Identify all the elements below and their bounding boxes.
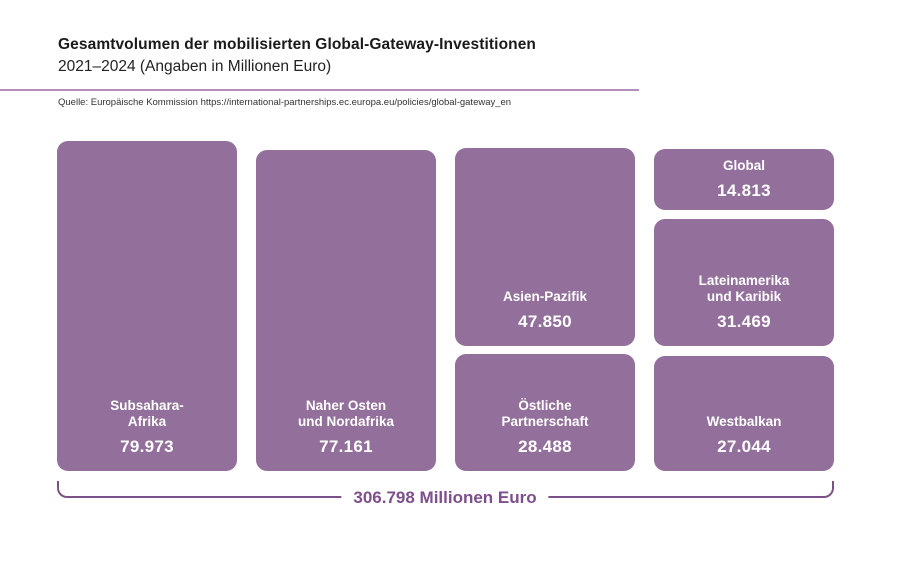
block-value: 47.850 [518, 312, 572, 331]
block-westbalkan: Westbalkan 27.044 [654, 356, 834, 471]
header: Gesamtvolumen der mobilisierten Global-G… [58, 36, 536, 76]
block-subsahara-afrika: Subsahara- Afrika 79.973 [57, 141, 237, 471]
page-title: Gesamtvolumen der mobilisierten Global-G… [58, 36, 537, 53]
block-label: Naher Osten und Nordafrika [297, 398, 394, 430]
block-label: Subsahara- Afrika [110, 398, 184, 430]
block-label: Westbalkan [706, 414, 782, 430]
source-note: Quelle: Europäische Kommission https://i… [58, 97, 512, 108]
block-lateinamerika-karibik: Lateinamerika und Karibik 31.469 [654, 219, 834, 346]
total-label: 306.798 Millionen Euro [341, 488, 549, 508]
block-value: 31.469 [717, 312, 771, 331]
block-value: 27.044 [717, 437, 771, 456]
block-naher-osten-nordafrika: Naher Osten und Nordafrika 77.161 [256, 150, 436, 471]
block-label: Global [722, 158, 765, 174]
block-value: 14.813 [717, 181, 771, 200]
block-label: Östliche Partnerschaft [501, 398, 589, 430]
page-subtitle: 2021–2024 (Angaben in Millionen Euro) [58, 58, 332, 75]
block-label: Lateinamerika und Karibik [698, 273, 790, 305]
block-label: Asien-Pazifik [502, 289, 588, 305]
block-oestliche-partnerschaft: Östliche Partnerschaft 28.488 [455, 354, 635, 471]
block-value: 28.488 [518, 437, 572, 456]
divider-line [0, 89, 639, 91]
block-asien-pazifik: Asien-Pazifik 47.850 [455, 148, 635, 346]
block-global: Global 14.813 [654, 149, 834, 210]
block-value: 77.161 [319, 437, 373, 456]
block-value: 79.973 [120, 437, 174, 456]
